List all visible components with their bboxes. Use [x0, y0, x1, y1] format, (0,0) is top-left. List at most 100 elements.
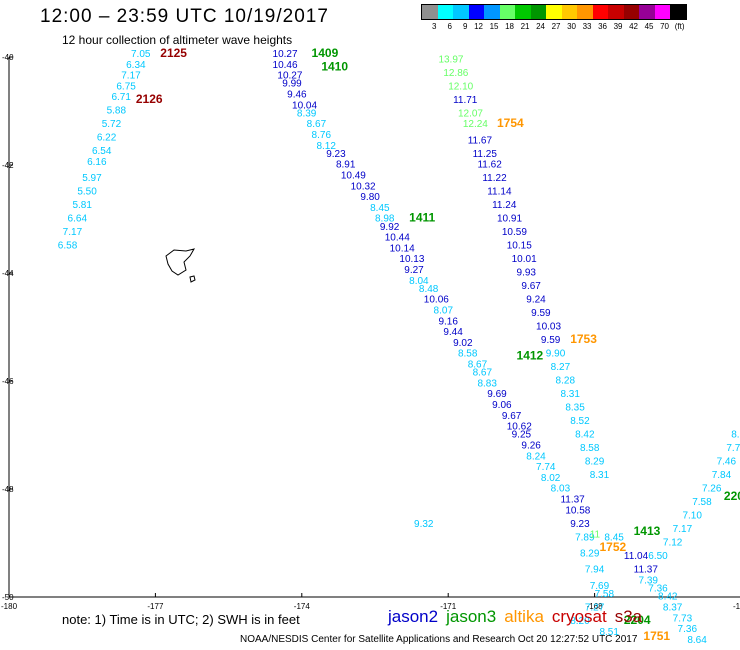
lat-tick-label: -42 — [2, 161, 14, 170]
wave-height-value: 7.58 — [595, 589, 615, 600]
wave-height-value: 8.83 — [477, 378, 497, 389]
wave-height-value: 8.51 — [599, 627, 619, 638]
wave-height-value: 7.84 — [712, 470, 732, 481]
wave-height-value: 7.26 — [702, 484, 722, 495]
lon-tick-label: -171 — [440, 602, 457, 611]
wave-height-value: 7.69 — [590, 581, 610, 592]
wave-height-value: 12.10 — [448, 81, 473, 92]
wave-height-value: 8.20 — [570, 616, 590, 627]
legend-label: 21 — [520, 22, 530, 31]
legend-label: 33 — [582, 22, 592, 31]
wave-height-value: 9.93 — [517, 268, 537, 279]
legend-swatch — [670, 5, 686, 19]
wave-height-value: 7.58 — [692, 497, 712, 508]
legend-label: 30 — [567, 22, 576, 31]
wave-height-value: 12.24 — [463, 119, 488, 130]
lat-tick-label: -40 — [2, 53, 14, 62]
wave-height-value: 8.67 — [307, 119, 327, 130]
map-title: 12:00 – 23:59 UTC 10/19/2017 — [40, 6, 329, 27]
wave-height-value: 6.64 — [68, 214, 88, 225]
wave-height-value: 9.23 — [326, 149, 346, 160]
legend-swatches — [421, 4, 687, 20]
wave-height-value: 9.16 — [438, 316, 458, 327]
lon-tick-label: -174 — [294, 602, 311, 611]
wave-height-value: 11.04 — [624, 551, 649, 562]
wave-height-value: 8.98 — [375, 214, 395, 225]
wave-height-value: 6.58 — [58, 241, 78, 252]
wave-height-value: 10.13 — [399, 254, 424, 265]
wave-height-value: 6.71 — [111, 92, 131, 103]
wave-height-value: 9.27 — [404, 265, 424, 276]
wave-height-value: 10.27 — [277, 71, 302, 82]
wave-height-value: 7.39 — [639, 576, 659, 587]
satellite-name: jason2 — [388, 607, 439, 626]
wave-height-value: 11.37 — [634, 565, 659, 576]
wave-height-value: 8.29 — [580, 549, 600, 560]
legend-swatch — [546, 5, 562, 19]
legend-swatch — [577, 5, 593, 19]
legend-label: 36 — [598, 22, 607, 31]
wave-height-value: 9.92 — [380, 222, 400, 233]
wave-height-value: 9.24 — [526, 295, 546, 306]
wave-height-value: 9.02 — [453, 338, 473, 349]
wave-height-value: 10.03 — [536, 322, 561, 333]
island-outline — [165, 248, 196, 276]
legend-label: 6 — [447, 22, 452, 31]
legend-label: 18 — [505, 22, 514, 31]
wave-height-value: 5.81 — [72, 200, 92, 211]
wave-height-value: 6.22 — [97, 133, 117, 144]
lon-tick-label: -180 — [1, 602, 18, 611]
legend-swatch — [468, 5, 484, 19]
pass-time-label: 1753 — [570, 332, 597, 346]
legend-swatch — [499, 5, 515, 19]
lat-tick-label: -48 — [2, 485, 14, 494]
wave-height-value: 7.17 — [121, 71, 141, 82]
wave-height-value: 7.89 — [575, 532, 595, 543]
wave-height-value: 9.59 — [531, 308, 551, 319]
wave-height-value: 7.73 — [673, 613, 693, 624]
wave-height-value: 11.37 — [560, 495, 585, 506]
wave-height-value: 12.86 — [443, 68, 468, 79]
wave-height-value: 9.06 — [492, 400, 512, 411]
wave-height-value: 9.44 — [443, 327, 463, 338]
pass-time-label: 1409 — [312, 46, 339, 60]
pass-time-label: 220 — [724, 489, 740, 503]
wave-height-value: 8.31 — [590, 470, 610, 481]
legend-swatch — [561, 5, 577, 19]
wave-height-value: 8.03 — [551, 484, 571, 495]
wave-height-value: 5.97 — [82, 173, 102, 184]
wave-height-value: 9.80 — [360, 192, 380, 203]
wave-height-value: 8.58 — [458, 349, 478, 360]
wave-height-value: 8.45 — [604, 532, 624, 543]
wave-height-value: 7.94 — [585, 565, 605, 576]
wave-height-value: 11.67 — [468, 135, 493, 146]
lat-tick-label: -44 — [2, 269, 14, 278]
wave-height-value: 7.05 — [131, 49, 151, 60]
wave-height-value: 10.15 — [507, 241, 532, 252]
wave-height-value: 9.59 — [541, 335, 561, 346]
wave-height-value: 7.46 — [717, 457, 737, 468]
wave-height-value: 6.75 — [116, 81, 136, 92]
wave-height-value: 8.07 — [434, 306, 454, 317]
wave-height-value: 9.99 — [282, 79, 302, 90]
legend-label: 9 — [463, 22, 468, 31]
lon-tick-label: -177 — [147, 602, 164, 611]
wave-height-value: 11.62 — [477, 160, 502, 171]
wave-height-value: 5.88 — [107, 106, 127, 117]
wave-height-value: 9.25 — [512, 430, 532, 441]
satellite-name: s3a — [614, 607, 643, 626]
satellite-name: jason3 — [446, 607, 497, 626]
wave-height-value: 6.54 — [92, 146, 112, 157]
legend-label: 12 — [474, 22, 483, 31]
satellite-key: jason2 jason3 altika cryosat s3a — [388, 607, 650, 627]
legend-swatch — [654, 5, 670, 19]
wave-height-value: 10.46 — [273, 60, 298, 71]
wave-height-value: 8.31 — [560, 389, 580, 400]
satellite-name: altika — [504, 607, 544, 626]
legend-label: 42 — [629, 22, 638, 31]
wave-height-value: 8.42 — [658, 592, 678, 603]
wave-height-value: 11.71 — [453, 95, 478, 106]
legend-swatch — [623, 5, 639, 19]
wave-height-value: 8.04 — [409, 276, 429, 287]
